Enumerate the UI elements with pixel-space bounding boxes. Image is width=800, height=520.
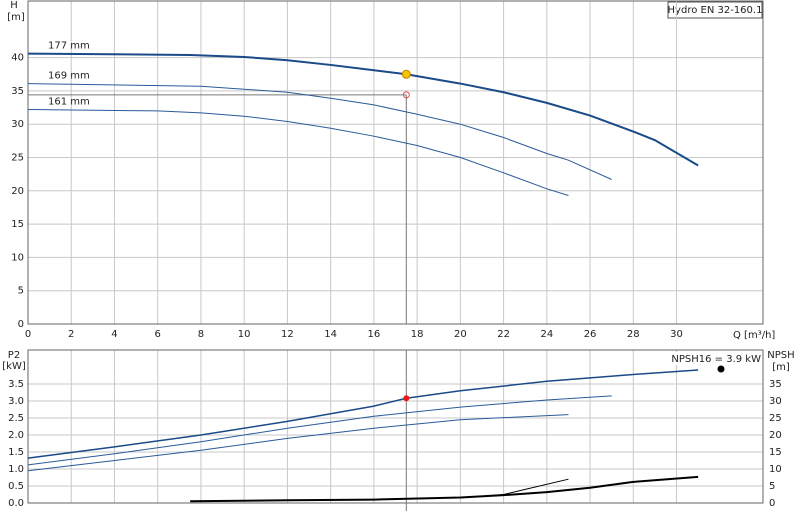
y-tick-label: 1.0 — [8, 464, 24, 475]
chart-title: Hydro EN 32-160.1 — [668, 5, 763, 16]
curve — [27, 83, 612, 180]
y-tick-label: 3.5 — [8, 379, 24, 390]
x-tick-label: 26 — [584, 329, 597, 340]
curve — [27, 369, 699, 459]
x-tick-label: 10 — [238, 329, 251, 340]
x-tick-label: 2 — [68, 329, 74, 340]
duty-point — [403, 395, 410, 402]
y-tick-label: 0.5 — [8, 481, 24, 492]
y2-tick-label: 10 — [769, 464, 782, 475]
duty-point — [401, 69, 411, 79]
curve — [27, 395, 612, 466]
x-tick-label: 24 — [540, 329, 553, 340]
y-tick-label: 20 — [11, 186, 24, 197]
x-tick-label: 30 — [670, 329, 683, 340]
plot-frame — [27, 349, 764, 504]
y-axis-label: H — [10, 0, 18, 11]
x-tick-label: 22 — [497, 329, 510, 340]
y2-tick-label: 5 — [769, 481, 775, 492]
x-tick-label: 18 — [411, 329, 424, 340]
y-tick-label: 10 — [11, 252, 24, 263]
x-tick-label: 6 — [155, 329, 161, 340]
curve-label: 161 mm — [48, 97, 90, 108]
y-axis-label: P2 — [8, 350, 20, 361]
curve-label: 169 mm — [48, 71, 90, 82]
y2-axis-label: NPSH — [767, 350, 794, 361]
x-tick-label: 16 — [368, 329, 381, 340]
curve — [27, 109, 569, 196]
y-tick-label: 15 — [11, 219, 24, 230]
x-tick-label: 0 — [25, 329, 31, 340]
x-tick-label: 4 — [111, 329, 117, 340]
annotation-box — [673, 352, 761, 365]
curve — [190, 475, 699, 503]
y2-tick-label: 30 — [769, 396, 782, 407]
y2-tick-label: 35 — [769, 379, 782, 390]
annotation-marker — [717, 365, 725, 373]
y-tick-label: 40 — [11, 53, 24, 64]
y-tick-label: 1.5 — [8, 447, 24, 458]
y-axis-unit: [m] — [7, 12, 25, 23]
x-tick-label: 14 — [324, 329, 337, 340]
curve-label: 177 mm — [48, 41, 90, 52]
y-tick-label: 0 — [18, 319, 24, 330]
curve — [27, 52, 699, 167]
y-tick-label: 0.0 — [8, 498, 24, 509]
y2-tick-label: 25 — [769, 413, 782, 424]
x-tick-label: 28 — [627, 329, 640, 340]
x-tick-label: 8 — [198, 329, 204, 340]
reference-point — [402, 91, 410, 99]
curve — [27, 414, 569, 472]
y-tick-label: 2.0 — [8, 430, 24, 441]
y-tick-label: 35 — [11, 86, 24, 97]
y-tick-label: 25 — [11, 153, 24, 164]
y-axis-unit: [kW] — [2, 361, 26, 372]
x-tick-label: 20 — [454, 329, 467, 340]
x-tick-label: 12 — [281, 329, 294, 340]
y-tick-label: 5 — [18, 286, 24, 297]
y2-tick-label: 20 — [769, 430, 782, 441]
plot-frame — [27, 0, 764, 325]
y-tick-label: 2.5 — [8, 413, 24, 424]
curve — [460, 478, 569, 499]
y2-axis-unit: [m] — [772, 362, 790, 373]
title-box — [667, 1, 763, 19]
annotation: NPSH16 = 3.9 kW — [671, 354, 761, 365]
x-axis-label: Q [m³/h] — [733, 330, 775, 341]
y2-tick-label: 0 — [769, 498, 775, 509]
y-tick-label: 30 — [11, 119, 24, 130]
y2-tick-label: 15 — [769, 447, 782, 458]
y-tick-label: 3.0 — [8, 396, 24, 407]
